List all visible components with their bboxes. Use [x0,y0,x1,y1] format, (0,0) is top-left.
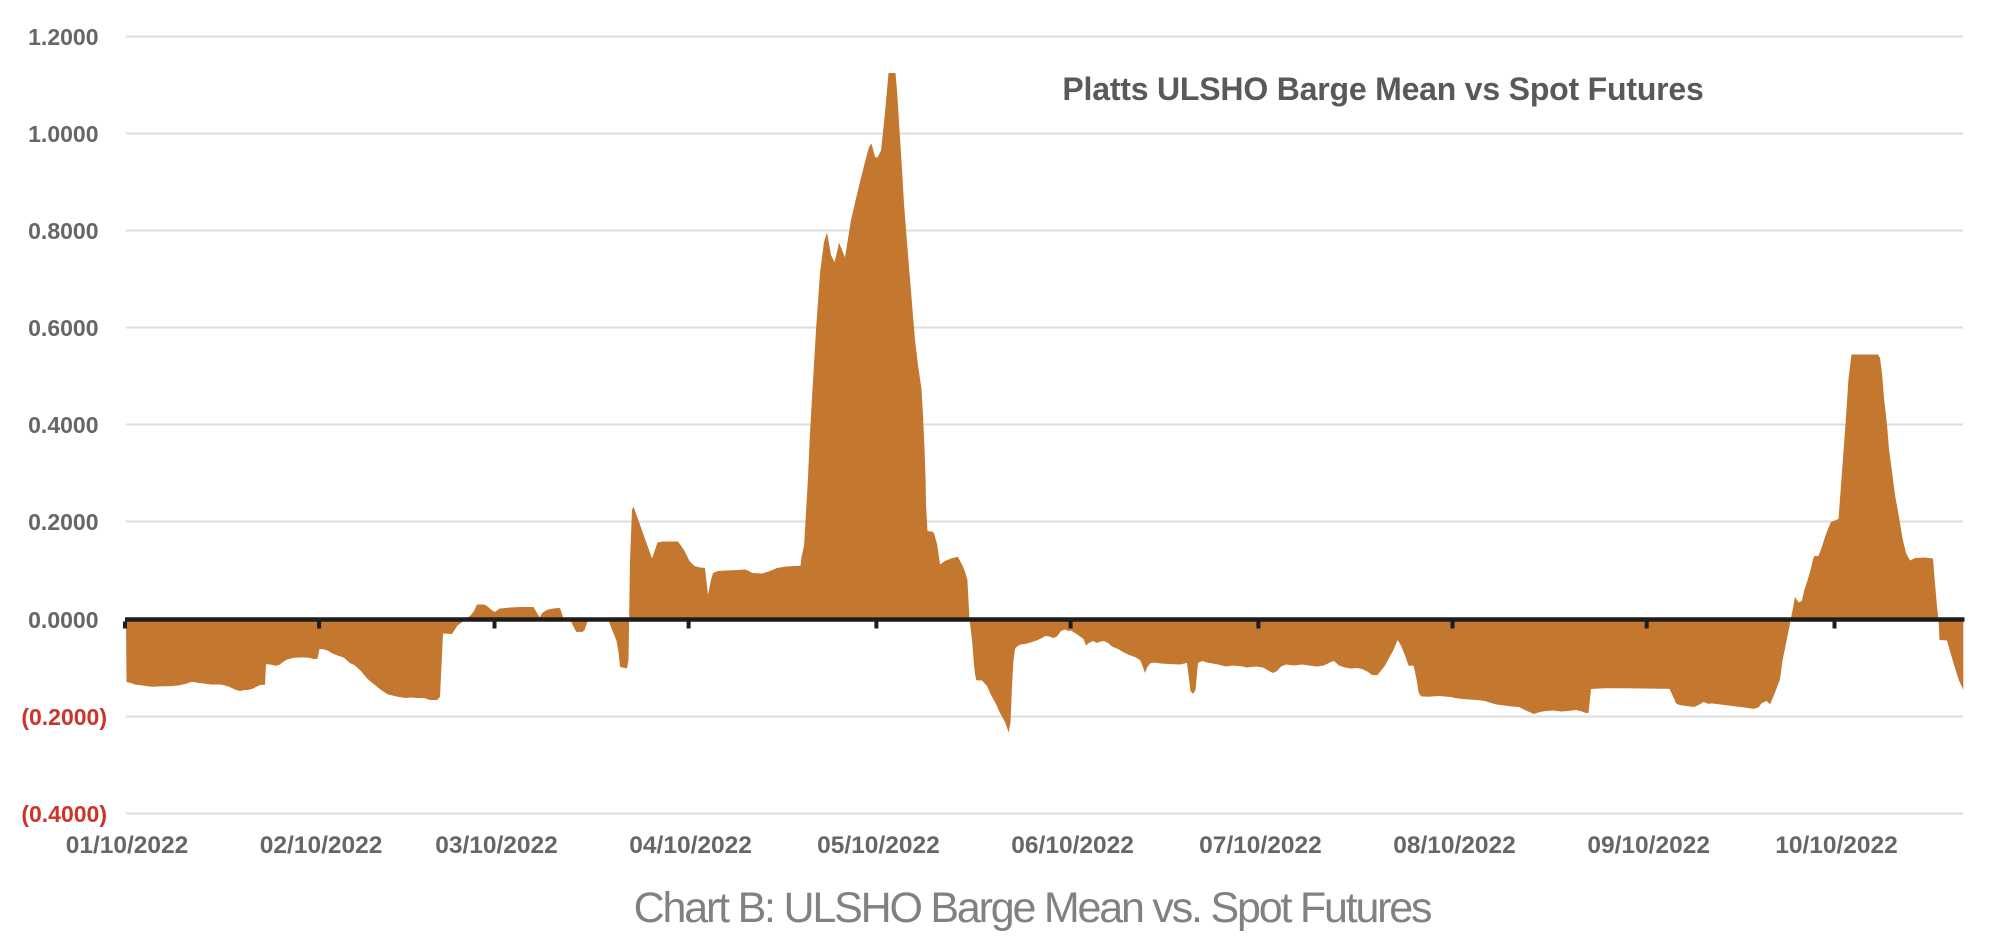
svg-text:02/10/2022: 02/10/2022 [260,832,383,859]
svg-text:0.0000: 0.0000 [28,607,98,633]
svg-text:0.2000: 0.2000 [28,509,98,535]
svg-text:Chart B: ULSHO Barge Mean vs.: Chart B: ULSHO Barge Mean vs. Spot Futur… [634,884,1431,932]
svg-text:04/10/2022: 04/10/2022 [629,832,752,859]
svg-text:05/10/2022: 05/10/2022 [817,832,940,859]
svg-text:0.4000: 0.4000 [28,412,98,438]
svg-text:Platts ULSHO Barge Mean vs Spo: Platts ULSHO Barge Mean vs Spot Futures [1062,71,1703,107]
svg-text:1.0000: 1.0000 [28,121,98,147]
svg-text:06/10/2022: 06/10/2022 [1011,832,1134,859]
svg-text:0.8000: 0.8000 [28,218,98,244]
svg-text:1.2000: 1.2000 [28,24,98,50]
svg-text:(0.2000): (0.2000) [21,704,107,730]
svg-text:(0.4000): (0.4000) [21,801,107,827]
svg-text:03/10/2022: 03/10/2022 [435,832,558,859]
svg-text:10/10/2022: 10/10/2022 [1775,832,1898,859]
svg-text:01/10/2022: 01/10/2022 [66,832,189,859]
svg-text:0.6000: 0.6000 [28,315,98,341]
svg-text:08/10/2022: 08/10/2022 [1393,832,1516,859]
svg-text:09/10/2022: 09/10/2022 [1587,832,1710,859]
svg-text:07/10/2022: 07/10/2022 [1199,832,1322,859]
